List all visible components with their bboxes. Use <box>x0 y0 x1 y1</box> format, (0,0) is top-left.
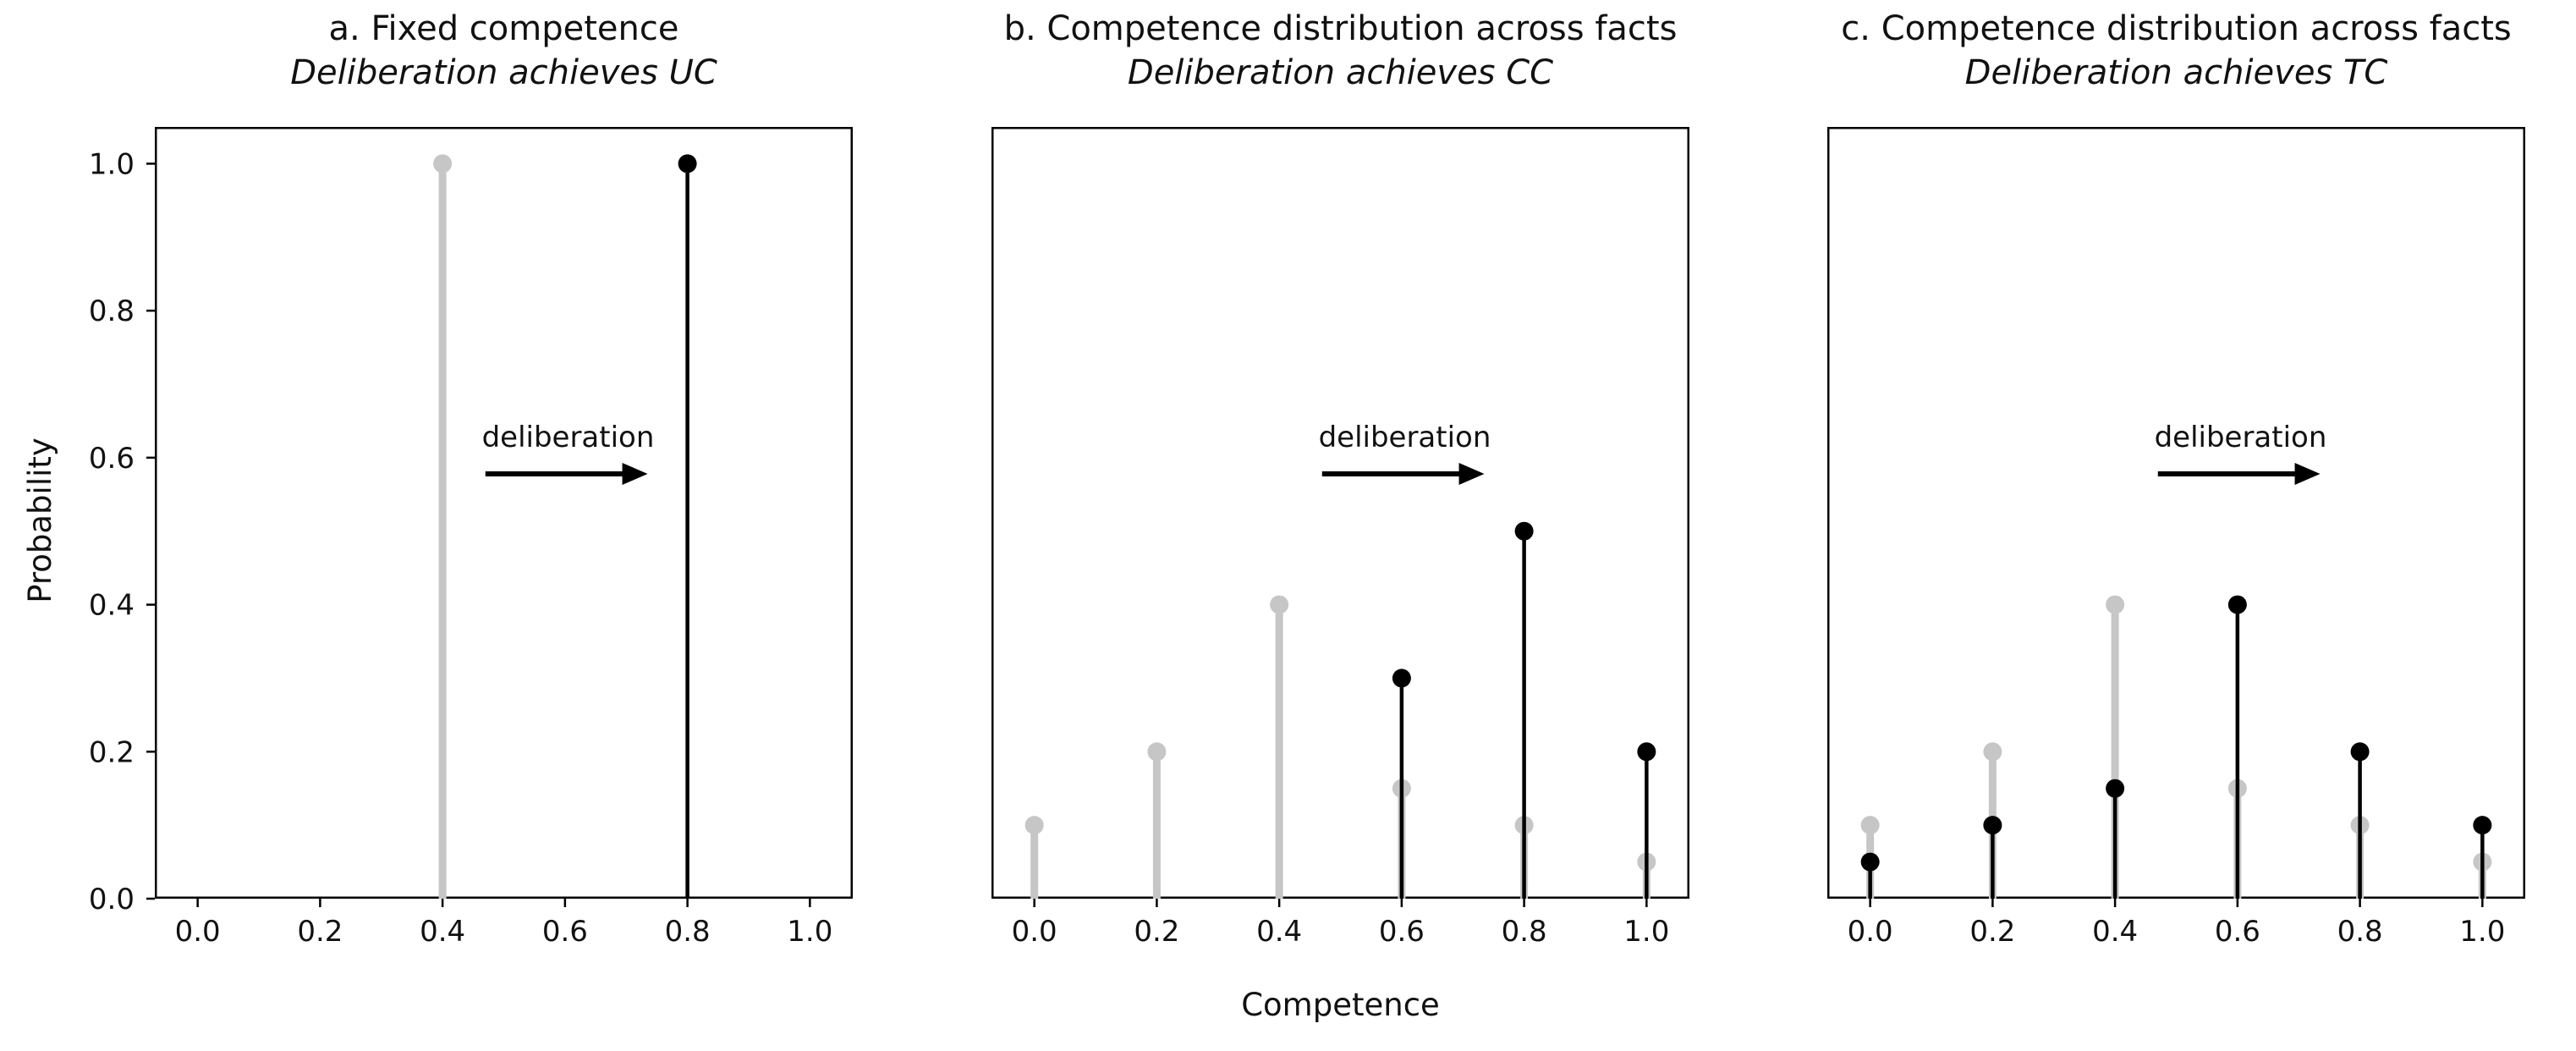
stem-series-before <box>1024 595 1656 899</box>
axes-frame <box>155 127 853 899</box>
x-tick-label: 0.4 <box>1256 915 1302 949</box>
stem-marker <box>678 154 697 173</box>
y-axis-label: Probability <box>22 437 58 603</box>
x-tick-label: 0.6 <box>542 915 588 949</box>
stem-series-after <box>678 154 697 899</box>
axes-frame <box>991 127 1689 899</box>
stem-marker <box>2106 779 2125 798</box>
axes-frame <box>1827 127 2525 899</box>
y-tick-label: 0.2 <box>89 735 135 769</box>
deliberation-label: deliberation <box>2155 421 2327 454</box>
stem-marker <box>2227 595 2247 614</box>
x-tick-label: 0.4 <box>2092 915 2138 949</box>
x-ticks: 0.0 0.2 0.4 0.6 0.8 1.0 <box>175 899 832 949</box>
stem-marker <box>1514 521 1534 541</box>
deliberation-annotation: deliberation <box>482 421 655 485</box>
stem-marker <box>1860 816 1880 835</box>
y-tick-label: 0.6 <box>89 442 135 476</box>
stem-marker <box>1860 852 1880 872</box>
deliberation-label: deliberation <box>1319 421 1491 454</box>
stem-marker <box>1637 742 1656 762</box>
panel-b-plot-area: 0.0 0.2 0.4 0.6 0.8 1.0 deliberation <box>991 127 1689 949</box>
deliberation-annotation: deliberation <box>2155 421 2327 485</box>
x-ticks: 0.0 0.2 0.4 0.6 0.8 1.0 <box>1848 899 2505 949</box>
panel-a-plot-area: 0.0 0.2 0.4 0.6 0.8 1.0 0.0 0.2 0.4 0.6 0.8 1.0 deli… <box>89 127 853 949</box>
deliberation-arrow-head <box>622 462 648 485</box>
panel-b-subtitle: Deliberation achieves CC <box>1127 53 1554 92</box>
x-tick-label: 0.6 <box>1379 915 1425 949</box>
stem-marker <box>1983 816 2002 835</box>
stem-series-after <box>1860 595 2492 899</box>
deliberation-arrow-head <box>2294 462 2321 485</box>
y-tick-label: 0.8 <box>89 294 135 328</box>
stem-marker <box>2473 816 2492 835</box>
x-axis-label: Competence <box>1241 987 1440 1023</box>
x-tick-label: 0.2 <box>1134 915 1179 949</box>
panel-c: c. Competence distribution across facts … <box>1827 0 2525 1051</box>
stem-marker <box>1983 742 2002 762</box>
stem-marker <box>1270 595 1289 614</box>
x-tick-label: 0.0 <box>175 915 221 949</box>
stem-series-after <box>1392 521 1656 899</box>
stem-marker <box>2106 595 2125 614</box>
deliberation-arrow-head <box>1458 462 1485 485</box>
x-tick-label: 0.0 <box>1848 915 1893 949</box>
y-ticks: 0.0 0.2 0.4 0.6 0.8 1.0 <box>89 147 155 916</box>
panel-c-title: c. Competence distribution across facts <box>1841 9 2512 48</box>
stem-marker <box>1024 816 1044 835</box>
x-tick-label: 0.6 <box>2215 915 2260 949</box>
x-tick-label: 0.8 <box>665 915 711 949</box>
y-tick-label: 0.0 <box>89 883 135 916</box>
panel-b: b. Competence distribution across facts … <box>991 0 1689 1051</box>
x-ticks: 0.0 0.2 0.4 0.6 0.8 1.0 <box>1012 899 1669 949</box>
stem-marker <box>433 154 453 173</box>
y-tick-label: 0.4 <box>89 589 135 623</box>
x-tick-label: 0.2 <box>1969 915 2015 949</box>
x-tick-label: 0.8 <box>2337 915 2383 949</box>
panel-a-subtitle: Deliberation achieves UC <box>290 53 717 92</box>
stem-marker <box>1392 669 1411 688</box>
panel-c-plot-area: 0.0 0.2 0.4 0.6 0.8 1.0 deliberation <box>1827 127 2525 949</box>
x-tick-label: 0.8 <box>1502 915 1547 949</box>
y-tick-label: 1.0 <box>89 147 135 181</box>
panel-b-title: b. Competence distribution across facts <box>1003 9 1678 48</box>
stem-marker <box>2350 742 2370 762</box>
panel-a-title: a. Fixed competence <box>328 9 679 48</box>
deliberation-label: deliberation <box>482 421 655 454</box>
x-tick-label: 1.0 <box>1623 915 1669 949</box>
deliberation-annotation: deliberation <box>1319 421 1491 485</box>
x-tick-label: 1.0 <box>787 915 832 949</box>
panel-a: a. Fixed competence Deliberation achieve… <box>89 0 853 1051</box>
stem-series-before <box>433 154 453 899</box>
stem-marker <box>1147 742 1167 762</box>
x-tick-label: 0.0 <box>1012 915 1057 949</box>
x-tick-label: 0.4 <box>420 915 465 949</box>
x-tick-label: 0.2 <box>297 915 343 949</box>
stem-series-before <box>1860 595 2492 899</box>
x-tick-label: 1.0 <box>2459 915 2505 949</box>
panel-c-subtitle: Deliberation achieves TC <box>1964 53 2388 92</box>
